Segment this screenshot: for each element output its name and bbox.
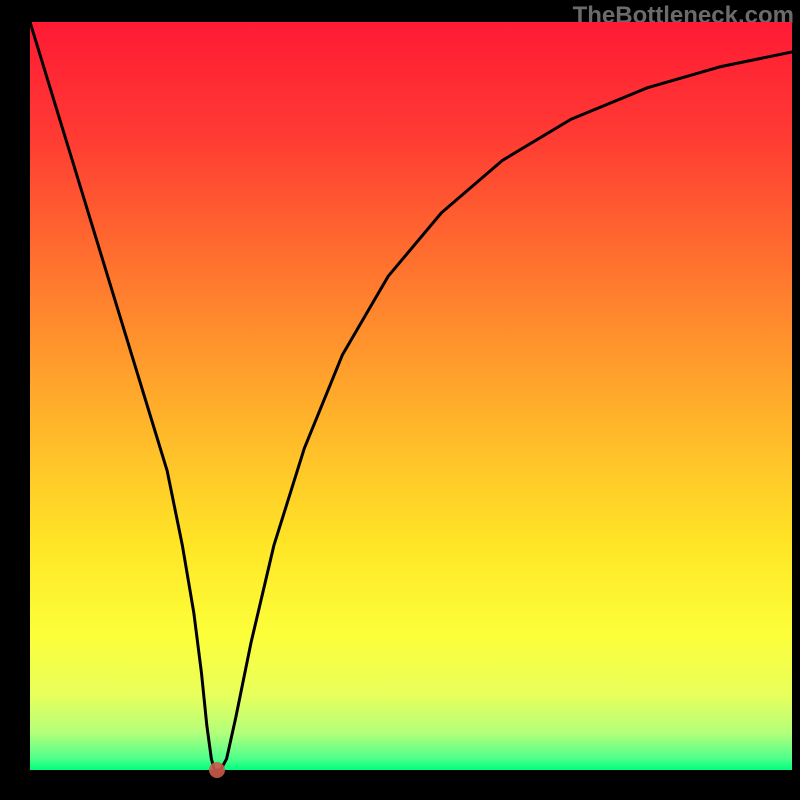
plot-area xyxy=(30,22,792,770)
background-gradient xyxy=(30,22,792,770)
chart-container: TheBottleneck.com xyxy=(0,0,800,800)
optimal-point-marker xyxy=(209,762,225,778)
